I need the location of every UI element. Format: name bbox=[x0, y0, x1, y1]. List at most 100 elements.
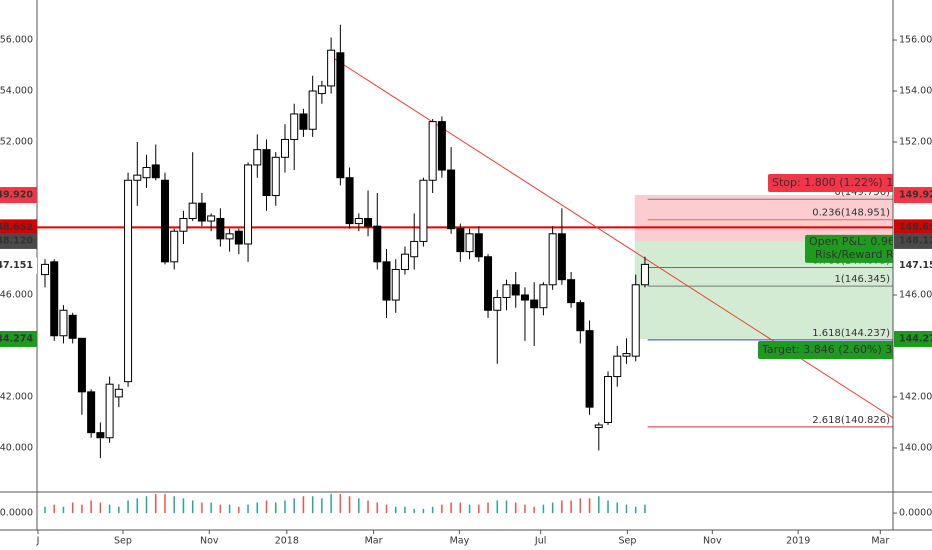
candle-body bbox=[105, 383, 114, 439]
y-tick-label: 156.000 bbox=[899, 35, 932, 46]
candle-body bbox=[419, 179, 428, 242]
candle-body bbox=[87, 391, 96, 434]
candle-body bbox=[410, 240, 419, 258]
fib-label: 1.618(144.237) bbox=[812, 328, 890, 339]
price-label: 149.920 bbox=[899, 190, 932, 201]
y-tick-label: 146.000 bbox=[899, 289, 932, 300]
candle-body bbox=[567, 279, 576, 304]
candle-body bbox=[160, 179, 169, 263]
candle-body bbox=[124, 179, 133, 383]
candle-body bbox=[68, 314, 77, 339]
target-label: Target: 3.846 (2.60%) 384.6 bbox=[761, 343, 917, 356]
x-tick-label: Jul bbox=[534, 536, 546, 547]
candle-body bbox=[437, 121, 446, 171]
price-label-left: 148.120 bbox=[0, 235, 33, 246]
candle-body bbox=[548, 233, 557, 286]
volume-tick-label-left: 0.0000 bbox=[0, 508, 33, 519]
candle-body bbox=[197, 202, 206, 222]
candle-body bbox=[493, 297, 502, 311]
candle-body bbox=[400, 253, 409, 270]
candle-body bbox=[594, 424, 603, 429]
candle-body bbox=[290, 113, 299, 140]
candle-body bbox=[622, 353, 631, 357]
price-label-bg-left bbox=[0, 257, 37, 274]
candle-body bbox=[613, 355, 622, 378]
candle-body bbox=[327, 49, 336, 87]
price-label: 147.151 bbox=[899, 260, 932, 271]
candle-body bbox=[640, 263, 649, 286]
stop-label: Stop: 1.800 (1.22%) 180.0 bbox=[772, 176, 918, 189]
fib-label: 1(146.345) bbox=[834, 274, 890, 285]
candle-body bbox=[299, 113, 308, 130]
price-label-bg-left bbox=[0, 232, 37, 249]
candle-body bbox=[308, 90, 317, 130]
price-label-left: 147.151 bbox=[0, 260, 33, 271]
x-tick-label: Sep bbox=[114, 536, 132, 547]
candle-body bbox=[520, 294, 529, 301]
volume-tick-label: 0.0000 bbox=[899, 508, 932, 519]
candle-body bbox=[456, 228, 465, 253]
candle-body bbox=[364, 217, 373, 227]
x-tick-label: Mar bbox=[871, 536, 889, 547]
candle-body bbox=[77, 337, 86, 393]
price-label-left: 149.920 bbox=[0, 190, 33, 201]
candle-body bbox=[373, 225, 382, 263]
candle-body bbox=[234, 230, 243, 245]
pnl-label-bg bbox=[805, 234, 893, 263]
candle-body bbox=[271, 156, 280, 197]
candle-body bbox=[557, 233, 566, 281]
candle-body bbox=[539, 284, 548, 309]
candle-body bbox=[511, 284, 520, 296]
y-tick-label-left: 156.000 bbox=[0, 35, 33, 46]
y-tick-label-left: 142.000 bbox=[0, 391, 33, 402]
candle-body bbox=[447, 169, 456, 230]
x-tick-label: J bbox=[36, 536, 40, 547]
candle-body bbox=[216, 217, 225, 240]
candle-body bbox=[345, 177, 354, 225]
candle-body bbox=[391, 268, 400, 301]
y-tick-label: 152.000 bbox=[899, 137, 932, 148]
x-tick-label: May bbox=[450, 536, 470, 547]
stop-zone bbox=[634, 195, 893, 241]
stop-label-bg bbox=[768, 174, 893, 193]
candle-body bbox=[114, 388, 123, 398]
price-label-bg bbox=[894, 330, 932, 347]
price-label-left: 144.274 bbox=[0, 333, 33, 344]
y-tick-label-left: 154.000 bbox=[0, 86, 33, 97]
candle-body bbox=[576, 302, 585, 332]
candle-body bbox=[280, 138, 289, 158]
candle-body bbox=[151, 164, 160, 179]
candle-body bbox=[50, 261, 59, 337]
pnl-label: Open P&L: 0.969, bbox=[809, 235, 905, 248]
candle-body bbox=[336, 52, 345, 179]
candle-body bbox=[142, 166, 151, 179]
candle-body bbox=[133, 174, 142, 181]
candle-body bbox=[474, 233, 483, 258]
price-label-bg-left bbox=[0, 330, 37, 347]
price-label-bg bbox=[894, 219, 932, 236]
candle-body bbox=[604, 376, 613, 423]
y-tick-label-left: 146.000 bbox=[0, 289, 33, 300]
y-tick-label: 142.000 bbox=[899, 391, 932, 402]
price-label-bg-left bbox=[0, 187, 37, 204]
fib-label: 2.618(140.826) bbox=[812, 415, 890, 426]
price-label: 148.120 bbox=[899, 235, 932, 246]
price-label-bg bbox=[894, 232, 932, 249]
price-label-bg bbox=[894, 257, 932, 274]
candle-body bbox=[225, 233, 234, 240]
candle-body bbox=[585, 330, 594, 408]
candle-body bbox=[207, 215, 216, 222]
candle-body bbox=[382, 261, 391, 301]
candle-body bbox=[40, 263, 49, 276]
fib-label: 0.236(148.951) bbox=[812, 208, 890, 219]
candle-body bbox=[428, 121, 437, 181]
y-tick-label: 154.000 bbox=[899, 86, 932, 97]
x-tick-label: 2019 bbox=[786, 536, 810, 547]
candle-body bbox=[502, 284, 511, 299]
candle-body bbox=[253, 149, 262, 166]
candle-body bbox=[96, 432, 105, 439]
candle-body bbox=[484, 256, 493, 311]
